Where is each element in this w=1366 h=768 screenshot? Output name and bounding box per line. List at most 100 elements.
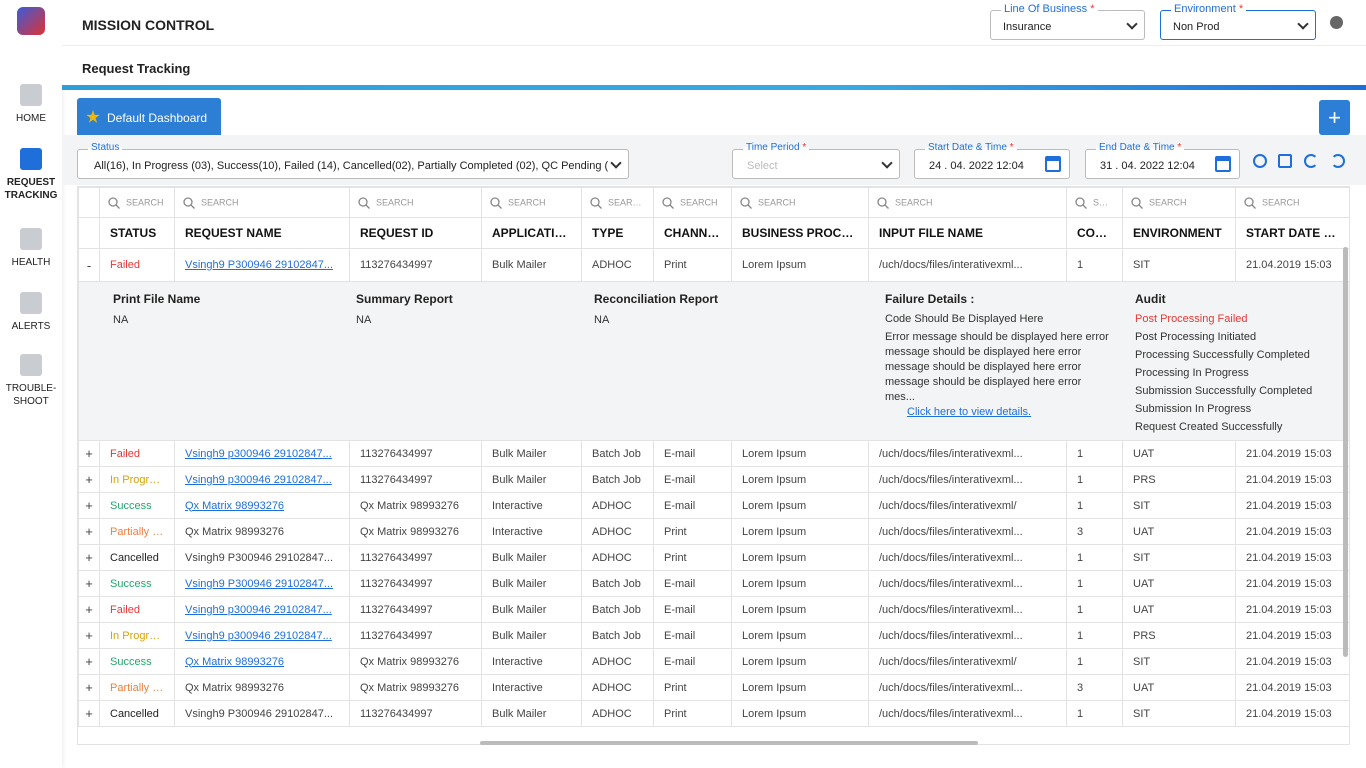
search-cell[interactable]: SEARCH — [731, 187, 869, 218]
request-name-link[interactable]: Vsingh9 p300946 29102847... — [185, 447, 332, 460]
required-mark: * — [1177, 142, 1182, 153]
table-cell: Interactive — [481, 648, 582, 675]
vertical-scrollbar[interactable] — [1343, 247, 1348, 657]
nav-item[interactable]: HEALTH — [0, 228, 62, 269]
nav-label: ALERTS — [11, 321, 51, 332]
request-name-link[interactable]: Vsingh9 P300946 29102847... — [185, 259, 334, 271]
row-toggle[interactable]: + — [78, 674, 100, 701]
table-wrap: SEARCH SEARCH SEARCH SEARCH SEARCH SEARCH SEAR… — [77, 186, 1350, 745]
search-cell[interactable]: SEARCH — [99, 187, 175, 218]
row-toggle[interactable]: + — [78, 440, 100, 467]
detail-panel: Print File Name NA Summary Report NA Reconci… — [80, 283, 1350, 440]
table-cell: SIT — [1122, 492, 1236, 519]
calendar-icon[interactable] — [1045, 156, 1061, 172]
row-toggle[interactable]: + — [78, 492, 100, 519]
row-toggle[interactable]: + — [78, 596, 100, 623]
column-header[interactable]: REQUEST ID — [349, 217, 482, 249]
search-tool[interactable] — [1253, 154, 1267, 168]
table-cell: 21.04.2019 15:03 — [1235, 518, 1349, 545]
column-header[interactable]: INPUT FILE NAME — [868, 217, 1067, 249]
request-name-link[interactable]: Vsingh9 p300946 29102847... — [185, 629, 332, 642]
audit-item: Post Processing Initiated — [1135, 331, 1257, 343]
row-toggle[interactable]: + — [78, 622, 100, 649]
table-cell: 21.04.2019 15:03 — [1235, 700, 1349, 727]
column-header[interactable]: REQUEST NAME — [174, 217, 350, 249]
column-header[interactable]: CHANNEL — [653, 217, 732, 249]
table-cell: 1 — [1066, 622, 1123, 649]
table-cell: Batch Job — [581, 570, 654, 597]
calendar-icon[interactable] — [1215, 156, 1231, 172]
row-toggle[interactable]: + — [78, 544, 100, 571]
failure-link[interactable]: Click here to view details. — [907, 406, 1032, 418]
nav-item[interactable]: REQUEST TRACKING — [0, 148, 62, 202]
table-cell: 1 — [1066, 700, 1123, 727]
search-icon — [877, 196, 889, 209]
filter-tool[interactable] — [1278, 154, 1292, 168]
table-cell: Interactive — [481, 492, 582, 519]
request-name-link[interactable]: Vsingh9 p300946 29102847... — [185, 603, 332, 616]
row-toggle[interactable]: + — [78, 700, 100, 727]
request-name-link[interactable]: Qx Matrix 98993276 — [185, 499, 285, 512]
search-placeholder: SEARCH — [201, 196, 239, 207]
search-cell[interactable]: SEARCH — [1122, 187, 1236, 218]
search-cell[interactable]: SEARCH — [481, 187, 582, 218]
column-header[interactable]: COUNT — [1066, 217, 1123, 249]
row-toggle[interactable]: + — [78, 570, 100, 597]
refresh-tool[interactable] — [1304, 154, 1318, 168]
table-cell: PRS — [1122, 466, 1236, 493]
app-title: MISSION CONTROL — [82, 17, 215, 33]
table-cell: Print — [653, 248, 732, 282]
table-cell: UAT — [1122, 440, 1236, 467]
search-cell[interactable]: SEARCH — [653, 187, 732, 218]
search-cell[interactable]: SEARCH — [349, 187, 482, 218]
nav-item[interactable]: HOME — [0, 84, 62, 125]
table-cell: /uch/docs/files/interativexml... — [868, 622, 1067, 649]
table-cell: Lorem Ipsum — [731, 518, 869, 545]
column-header[interactable]: TYPE — [581, 217, 654, 249]
row-toggle[interactable]: + — [78, 466, 100, 493]
request-name-cell: Qx Matrix 98993276 — [174, 648, 350, 675]
row-toggle[interactable]: + — [78, 518, 100, 545]
search-icon — [662, 196, 674, 209]
lob-dropdown[interactable]: Line Of Business * Insurance — [990, 3, 1145, 40]
dashboard-tab[interactable]: Default Dashboard — [77, 98, 221, 135]
column-header[interactable]: STATUS — [99, 217, 175, 249]
start-value: 24 . 04. 2022 12:04 — [929, 160, 1024, 172]
nav-item[interactable]: ALERTS — [0, 292, 62, 333]
request-name-link[interactable]: Qx Matrix 98993276 — [185, 655, 285, 668]
reset-tool[interactable] — [1331, 154, 1345, 168]
search-cell[interactable]: SEARCH — [581, 187, 654, 218]
time-period-filter[interactable]: Time Period * Select — [732, 142, 900, 179]
column-header[interactable]: APPLICATION — [481, 217, 582, 249]
row-toggle[interactable]: + — [78, 648, 100, 675]
search-cell[interactable]: SEARCH — [174, 187, 350, 218]
start-date-filter[interactable]: Start Date & Time * 24 . 04. 2022 12:04 — [914, 142, 1070, 179]
horizontal-scrollbar[interactable] — [480, 741, 978, 745]
search-icon — [1244, 196, 1256, 209]
add-button[interactable]: + — [1319, 100, 1350, 135]
table-cell: Print — [653, 700, 732, 727]
nav-item[interactable]: TROUBLE-SHOOT — [0, 354, 62, 408]
table-cell: Interactive — [481, 518, 582, 545]
table-cell: /uch/docs/files/interativexml/ — [868, 492, 1067, 519]
request-name-link[interactable]: Vsingh9 P300946 29102847... — [185, 577, 334, 590]
table-cell: /uch/docs/files/interativexml... — [868, 674, 1067, 701]
request-name-link[interactable]: Vsingh9 p300946 29102847... — [185, 473, 332, 486]
logo[interactable] — [17, 7, 45, 35]
column-header[interactable]: ENVIRONMENT — [1122, 217, 1236, 249]
env-dropdown[interactable]: Environment * Non Prod — [1160, 3, 1316, 40]
end-date-filter[interactable]: End Date & Time * 31 . 04. 2022 12:04 — [1085, 142, 1240, 179]
column-header[interactable]: START DATE & TIME — [1235, 217, 1349, 249]
column-header[interactable]: BUSINESS PROCESS — [731, 217, 869, 249]
search-cell[interactable]: SEARCH — [1235, 187, 1349, 218]
table-row: + Partially C... Qx Matrix 98993276 Qx Matr… — [78, 674, 1349, 701]
search-cell[interactable]: SEARCH — [1066, 187, 1123, 218]
table-cell: Vsingh9 P300946 29102847... — [174, 700, 350, 727]
table-cell: Interactive — [481, 674, 582, 701]
search-cell[interactable]: SEARCH — [868, 187, 1067, 218]
status-cell: Success — [99, 492, 175, 519]
status-filter[interactable]: Status All(16), In Progress (03), Succes… — [77, 142, 629, 179]
settings-icon[interactable] — [1330, 16, 1343, 29]
env-label: Environment * — [1171, 3, 1247, 15]
row-toggle[interactable]: - — [78, 248, 100, 282]
